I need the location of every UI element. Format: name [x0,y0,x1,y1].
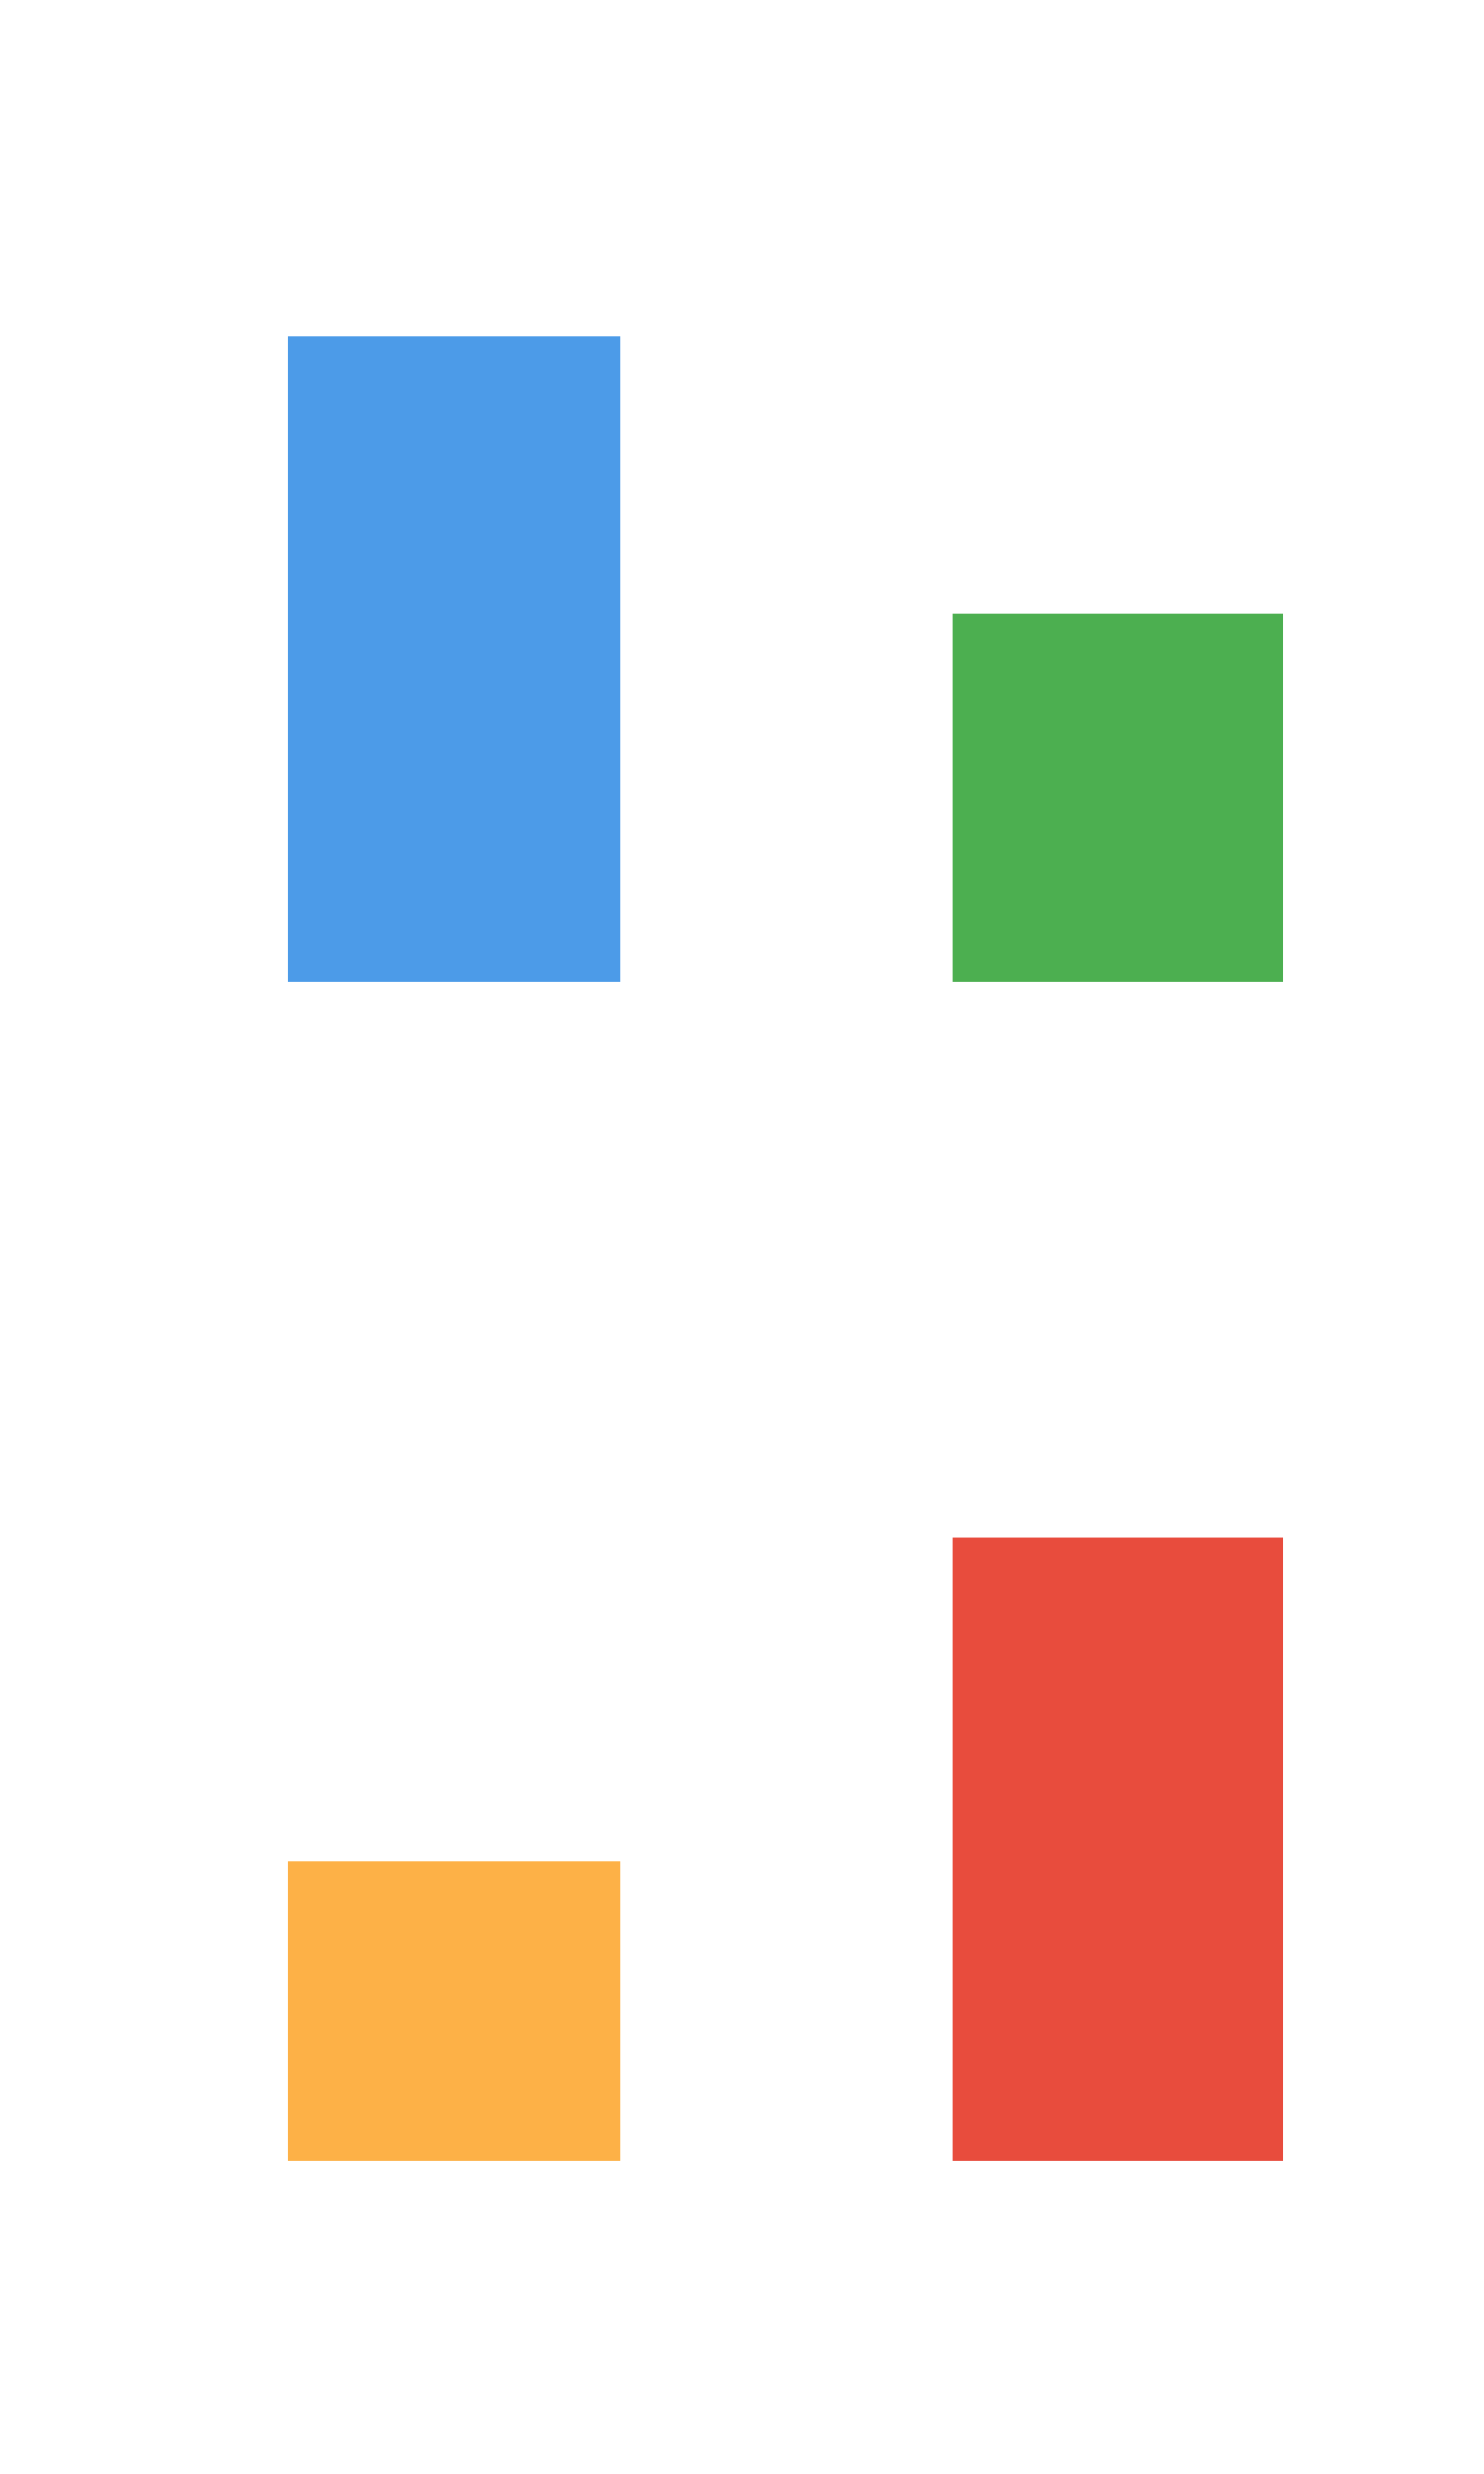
color-block [953,1538,1283,2161]
color-block [288,1861,620,2161]
color-block [953,614,1283,982]
color-block [288,336,620,982]
